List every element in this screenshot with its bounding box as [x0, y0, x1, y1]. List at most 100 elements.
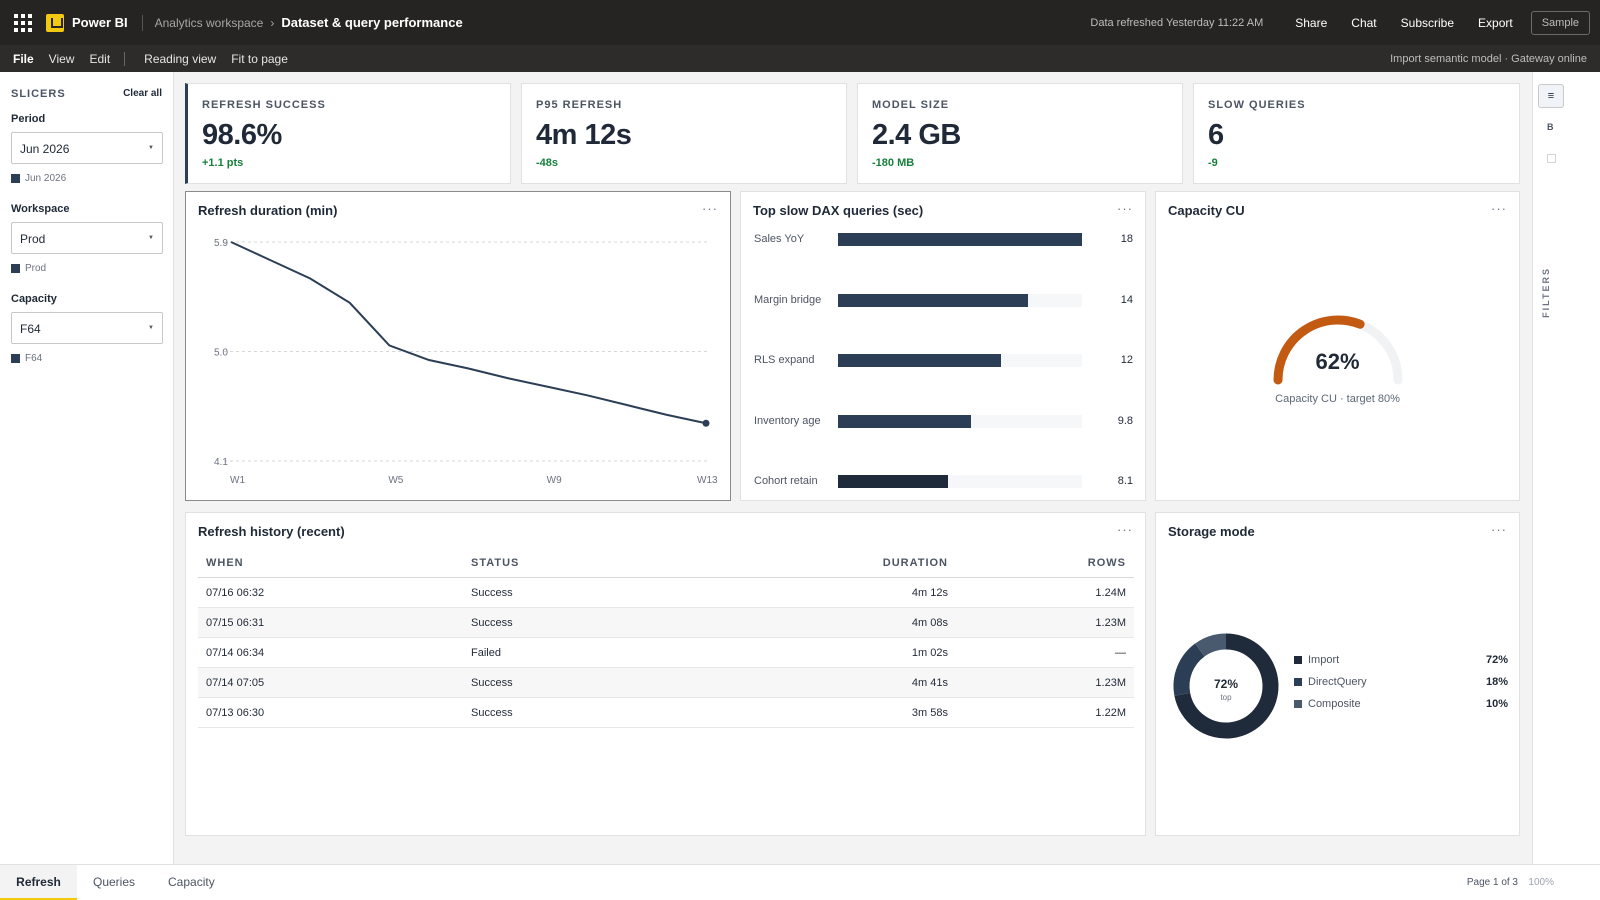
cell-duration: 1m 02s: [911, 646, 948, 659]
bar[interactable]: [838, 354, 1001, 367]
app-name[interactable]: Power BI: [72, 15, 128, 30]
capacity-chip[interactable]: F64: [11, 353, 42, 364]
tab-refresh[interactable]: Refresh: [0, 865, 77, 900]
donut-center-label: top: [1220, 693, 1232, 702]
kpi-value: 98.6%: [202, 119, 282, 151]
more-options-icon[interactable]: ···: [1491, 201, 1507, 216]
breadcrumb-workspace[interactable]: Analytics workspace: [154, 15, 264, 30]
refresh-history-visual[interactable]: Refresh history (recent) ··· WHEN STATUS…: [185, 512, 1146, 836]
reading-view-button[interactable]: Reading view: [144, 51, 217, 66]
capacity-chip-label: F64: [25, 353, 43, 364]
workspace-chip-label: Prod: [25, 263, 47, 274]
kpi-label: REFRESH SUCCESS: [202, 99, 326, 111]
bookmark-icon[interactable]: B: [1547, 122, 1554, 132]
filters-pane-toggle[interactable]: FILTERS: [1541, 267, 1551, 318]
menu-bar: File View Edit Reading view Fit to page …: [0, 45, 1600, 72]
refresh-duration-visual[interactable]: Refresh duration (min) ··· 5.9 5.0 4.1 W1 W5…: [185, 191, 731, 501]
slow-dax-queries-visual[interactable]: Top slow DAX queries (sec) ··· Sales YoY…: [740, 191, 1146, 501]
bar[interactable]: [838, 414, 971, 428]
bar-track: [838, 354, 1082, 367]
checkbox-icon[interactable]: [1547, 154, 1556, 163]
period-dropdown[interactable]: Jun 2026 ▼: [11, 132, 163, 164]
fit-to-page-button[interactable]: Fit to page: [231, 51, 288, 66]
bar-track: [838, 475, 1082, 488]
visual-title: Storage mode: [1168, 524, 1255, 539]
chevron-down-icon: ▼: [148, 145, 154, 151]
report-title: Dataset & query performance: [281, 15, 463, 30]
menu-edit[interactable]: Edit: [89, 51, 111, 66]
menu-divider: [124, 51, 126, 66]
table-row[interactable]: 07/13 06:30 Success 3m 58s 1.22M: [198, 698, 1134, 728]
cell-duration: 3m 58s: [911, 706, 948, 719]
legend-swatch: [1294, 700, 1302, 708]
workspace-chip[interactable]: Prod: [11, 263, 46, 274]
sample-button[interactable]: Sample: [1530, 10, 1590, 35]
model-status: Import semantic model · Gateway online: [1390, 52, 1587, 65]
menu-file[interactable]: File: [13, 51, 34, 66]
y-tick-label: 4.1: [214, 457, 228, 468]
tab-capacity[interactable]: Capacity: [168, 875, 215, 889]
more-options-icon[interactable]: ···: [1117, 522, 1133, 537]
export-button[interactable]: Export: [1478, 15, 1513, 30]
donut-slice-composite[interactable]: [1195, 633, 1227, 657]
cell-when: 07/14 07:05: [206, 676, 265, 689]
table-row[interactable]: 07/14 06:34 Failed 1m 02s —: [198, 638, 1134, 668]
zoom-level[interactable]: 100%: [1528, 877, 1554, 888]
bar-value-label: 9.8: [1117, 414, 1133, 427]
donut-chart: [1173, 633, 1279, 739]
legend-item-composite[interactable]: Composite 10%: [1294, 698, 1508, 710]
column-header-status[interactable]: STATUS: [471, 557, 520, 569]
column-header-rows[interactable]: ROWS: [1087, 557, 1126, 569]
table-row[interactable]: 07/15 06:31 Success 4m 08s 1.23M: [198, 608, 1134, 638]
workspace-swatch: [11, 264, 20, 273]
kpi-card-refresh-success[interactable]: REFRESH SUCCESS 98.6% +1.1 pts: [185, 83, 511, 184]
series-line: [230, 241, 707, 425]
column-header-duration[interactable]: DURATION: [882, 557, 948, 569]
cell-rows: 1.24M: [1095, 586, 1126, 599]
chat-button[interactable]: Chat: [1351, 15, 1377, 30]
x-tick-label: W9: [547, 475, 562, 486]
storage-mode-visual[interactable]: Storage mode ··· 72% top Import 72% Dire…: [1155, 512, 1520, 836]
cell-status: Success: [471, 616, 513, 629]
workspace-dropdown[interactable]: Prod ▼: [11, 222, 163, 254]
more-options-icon[interactable]: ···: [702, 201, 718, 216]
kpi-value: 2.4 GB: [872, 119, 961, 151]
legend-item-import[interactable]: Import 72%: [1294, 654, 1508, 666]
table-row[interactable]: 07/16 06:32 Success 4m 12s 1.24M: [198, 578, 1134, 608]
bar[interactable]: [838, 293, 1028, 307]
bar[interactable]: [838, 475, 948, 488]
line-chart: 5.9 5.0 4.1W1 W5 W9 W13: [214, 238, 718, 486]
capacity-dropdown[interactable]: F64 ▼: [11, 312, 163, 344]
bar-value-label: 8.1: [1117, 475, 1133, 487]
visual-title: Refresh history (recent): [198, 524, 345, 539]
capacity-cu-visual[interactable]: Capacity CU ··· 62% Capacity CU · target…: [1155, 191, 1520, 501]
kpi-card-model-size[interactable]: MODEL SIZE 2.4 GB -180 MB: [857, 83, 1183, 184]
more-options-icon[interactable]: ···: [1491, 522, 1507, 537]
clear-all-button[interactable]: Clear all: [123, 88, 162, 99]
kpi-card-p95-refresh[interactable]: P95 REFRESH 4m 12s -48s: [521, 83, 847, 184]
report-canvas: REFRESH SUCCESS 98.6% +1.1 pts P95 REFRE…: [175, 72, 1532, 864]
legend-item-directquery[interactable]: DirectQuery 18%: [1294, 676, 1508, 688]
table-row[interactable]: 07/14 07:05 Success 4m 41s 1.23M: [198, 668, 1134, 698]
data-point[interactable]: [702, 419, 710, 427]
column-header-when[interactable]: WHEN: [206, 557, 244, 569]
menu-view[interactable]: View: [48, 51, 75, 66]
subscribe-button[interactable]: Subscribe: [1400, 15, 1455, 30]
hamburger-icon[interactable]: ≡: [1538, 84, 1564, 108]
donut-slice-import[interactable]: [1174, 633, 1279, 739]
cell-rows: 1.23M: [1095, 676, 1126, 689]
x-tick-label: W13: [697, 475, 718, 486]
kpi-card-slow-queries[interactable]: SLOW QUERIES 6 -9: [1193, 83, 1520, 184]
donut-slice-directquery[interactable]: [1173, 643, 1205, 696]
donut-center-value: 72%: [1213, 677, 1239, 691]
period-chip[interactable]: Jun 2026: [11, 173, 66, 184]
cell-rows: —: [1115, 646, 1126, 659]
app-launcher-icon[interactable]: [14, 13, 32, 32]
bar-category-label: Sales YoY: [754, 233, 805, 245]
more-options-icon[interactable]: ···: [1117, 201, 1133, 216]
share-button[interactable]: Share: [1295, 15, 1328, 30]
tab-queries[interactable]: Queries: [93, 875, 136, 889]
bar[interactable]: [838, 233, 1082, 246]
cell-when: 07/16 06:32: [206, 586, 265, 599]
visual-title: Refresh duration (min): [198, 203, 338, 218]
